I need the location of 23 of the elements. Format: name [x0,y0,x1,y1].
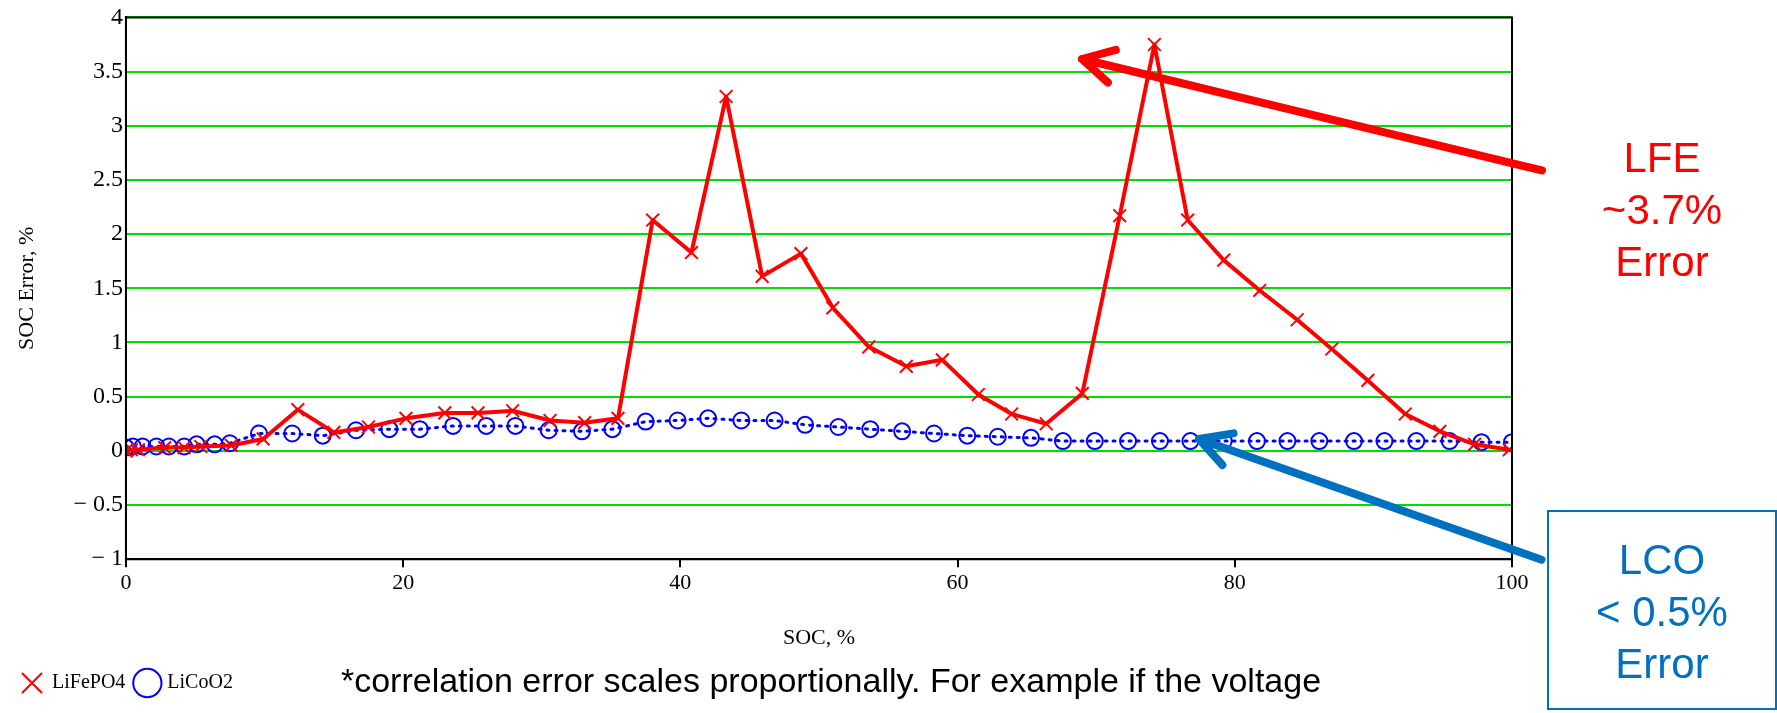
legend-label: LiFePO4 [52,670,126,693]
y-tick-label: − 0.5 [73,490,123,517]
x-tick-label: 20 [392,569,415,595]
y-tick-label: 0.5 [92,381,123,408]
y-tick-label: − 1 [91,544,123,571]
y-tick-label: 4 [110,2,123,29]
x-tick-label: 80 [1223,569,1246,595]
y-tick-label: 2.5 [92,165,123,192]
text: *correlation error scales proportionally. For example if the voltage [340,661,1322,700]
y-tick-label: 1.5 [92,273,123,300]
y-tick-label: 2 [110,219,123,246]
text: LCO < 0.5% Error [1547,510,1777,710]
legend-label: LiCoO2 [167,670,233,693]
y-axis-title: SOC Error, % [12,226,38,350]
y-tick-label: 0 [110,436,123,463]
y-tick-label: 3.5 [92,56,123,83]
x-tick-label: 60 [946,569,969,595]
y-tick-label: 3 [110,111,123,138]
x-tick-label: 100 [1495,569,1529,595]
x-tick-label: 40 [669,569,692,595]
text: LFE ~3.7% Error [1600,133,1724,287]
x-axis-title: SOC, % [782,623,856,649]
y-tick-label: 1 [110,327,123,354]
